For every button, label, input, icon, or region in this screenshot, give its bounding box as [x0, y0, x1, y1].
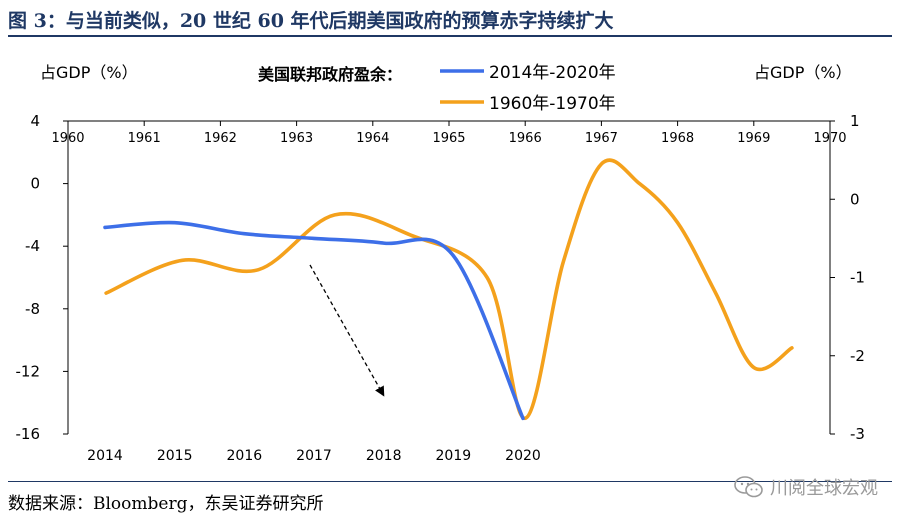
figure-title: 图 3：与当前类似，20 世纪 60 年代后期美国政府的预算赤字持续扩大 — [8, 10, 614, 32]
left-y-tick-label: -12 — [16, 362, 41, 380]
trend-arrow — [309, 264, 385, 397]
left-y-tick-label: 4 — [30, 112, 40, 130]
watermark-text: 川阅全球宏观 — [770, 478, 878, 499]
wechat-icon — [734, 476, 763, 498]
source-note: 数据来源：Bloomberg，东吴证券研究所 — [8, 494, 324, 514]
right-y-tick-label: 0 — [850, 190, 860, 208]
legend-title: 美国联邦政府盈余： — [258, 65, 402, 84]
chart-annotations — [309, 264, 385, 397]
right-y-tick-label: 1 — [850, 112, 860, 130]
top-x-tick-label: 1964 — [356, 131, 389, 146]
top-x-tick-label: 1962 — [204, 131, 237, 146]
bottom-x-tick-label: 2019 — [436, 448, 472, 464]
top-x-tick-label: 1960 — [51, 131, 84, 146]
bottom-x-tick-label: 2018 — [366, 448, 402, 464]
chart: 4 0 -4 -8 -12 -16 1 0 -1 -2 -3 1960 1961 1962 1963 1964… — [16, 63, 865, 464]
legend-label-2014-2020: 2014年-2020年 — [489, 63, 616, 83]
series-2014-2020-line — [103, 220, 525, 421]
watermark: 川阅全球宏观 — [734, 474, 878, 500]
left-y-tick-label: -8 — [25, 300, 40, 318]
title-underline — [8, 35, 892, 37]
legend-label-1960-1970: 1960年-1970年 — [489, 94, 616, 114]
left-y-tick-label: 0 — [30, 175, 40, 193]
top-x-tick-label: 1970 — [813, 131, 846, 146]
top-x-tick-label: 1965 — [432, 131, 465, 146]
top-x-tick-label: 1969 — [737, 131, 770, 146]
right-y-tick-label: -2 — [850, 347, 865, 365]
bottom-x-tick-label: 2017 — [296, 448, 332, 464]
top-x-tick-label: 1966 — [509, 131, 542, 146]
chart-series — [103, 158, 794, 421]
right-y-axis-title: 占GDP（%） — [754, 63, 852, 82]
left-y-tick-label: -16 — [16, 425, 41, 443]
top-x-tick-label: 1967 — [585, 131, 618, 146]
bottom-x-tick-label: 2016 — [227, 448, 263, 464]
chart-axes: 4 0 -4 -8 -12 -16 1 0 -1 -2 -3 1960 1961 1962 1963 1964… — [16, 63, 865, 464]
top-x-tick-label: 1961 — [128, 131, 161, 146]
right-y-tick-label: -3 — [850, 425, 865, 443]
bottom-x-tick-label: 2014 — [87, 448, 123, 464]
series-1960-1970-line — [104, 158, 794, 421]
bottom-x-tick-label: 2020 — [505, 448, 541, 464]
left-y-tick-label: -4 — [25, 237, 40, 255]
top-x-tick-label: 1968 — [661, 131, 694, 146]
top-x-tick-label: 1963 — [280, 131, 313, 146]
left-y-axis-title: 占GDP（%） — [40, 63, 138, 82]
chart-legend: 美国联邦政府盈余： 2014年-2020年 1960年-1970年 — [258, 63, 616, 114]
right-y-tick-label: -1 — [850, 269, 865, 287]
bottom-x-tick-label: 2015 — [157, 448, 193, 464]
footer-rule — [8, 481, 892, 482]
